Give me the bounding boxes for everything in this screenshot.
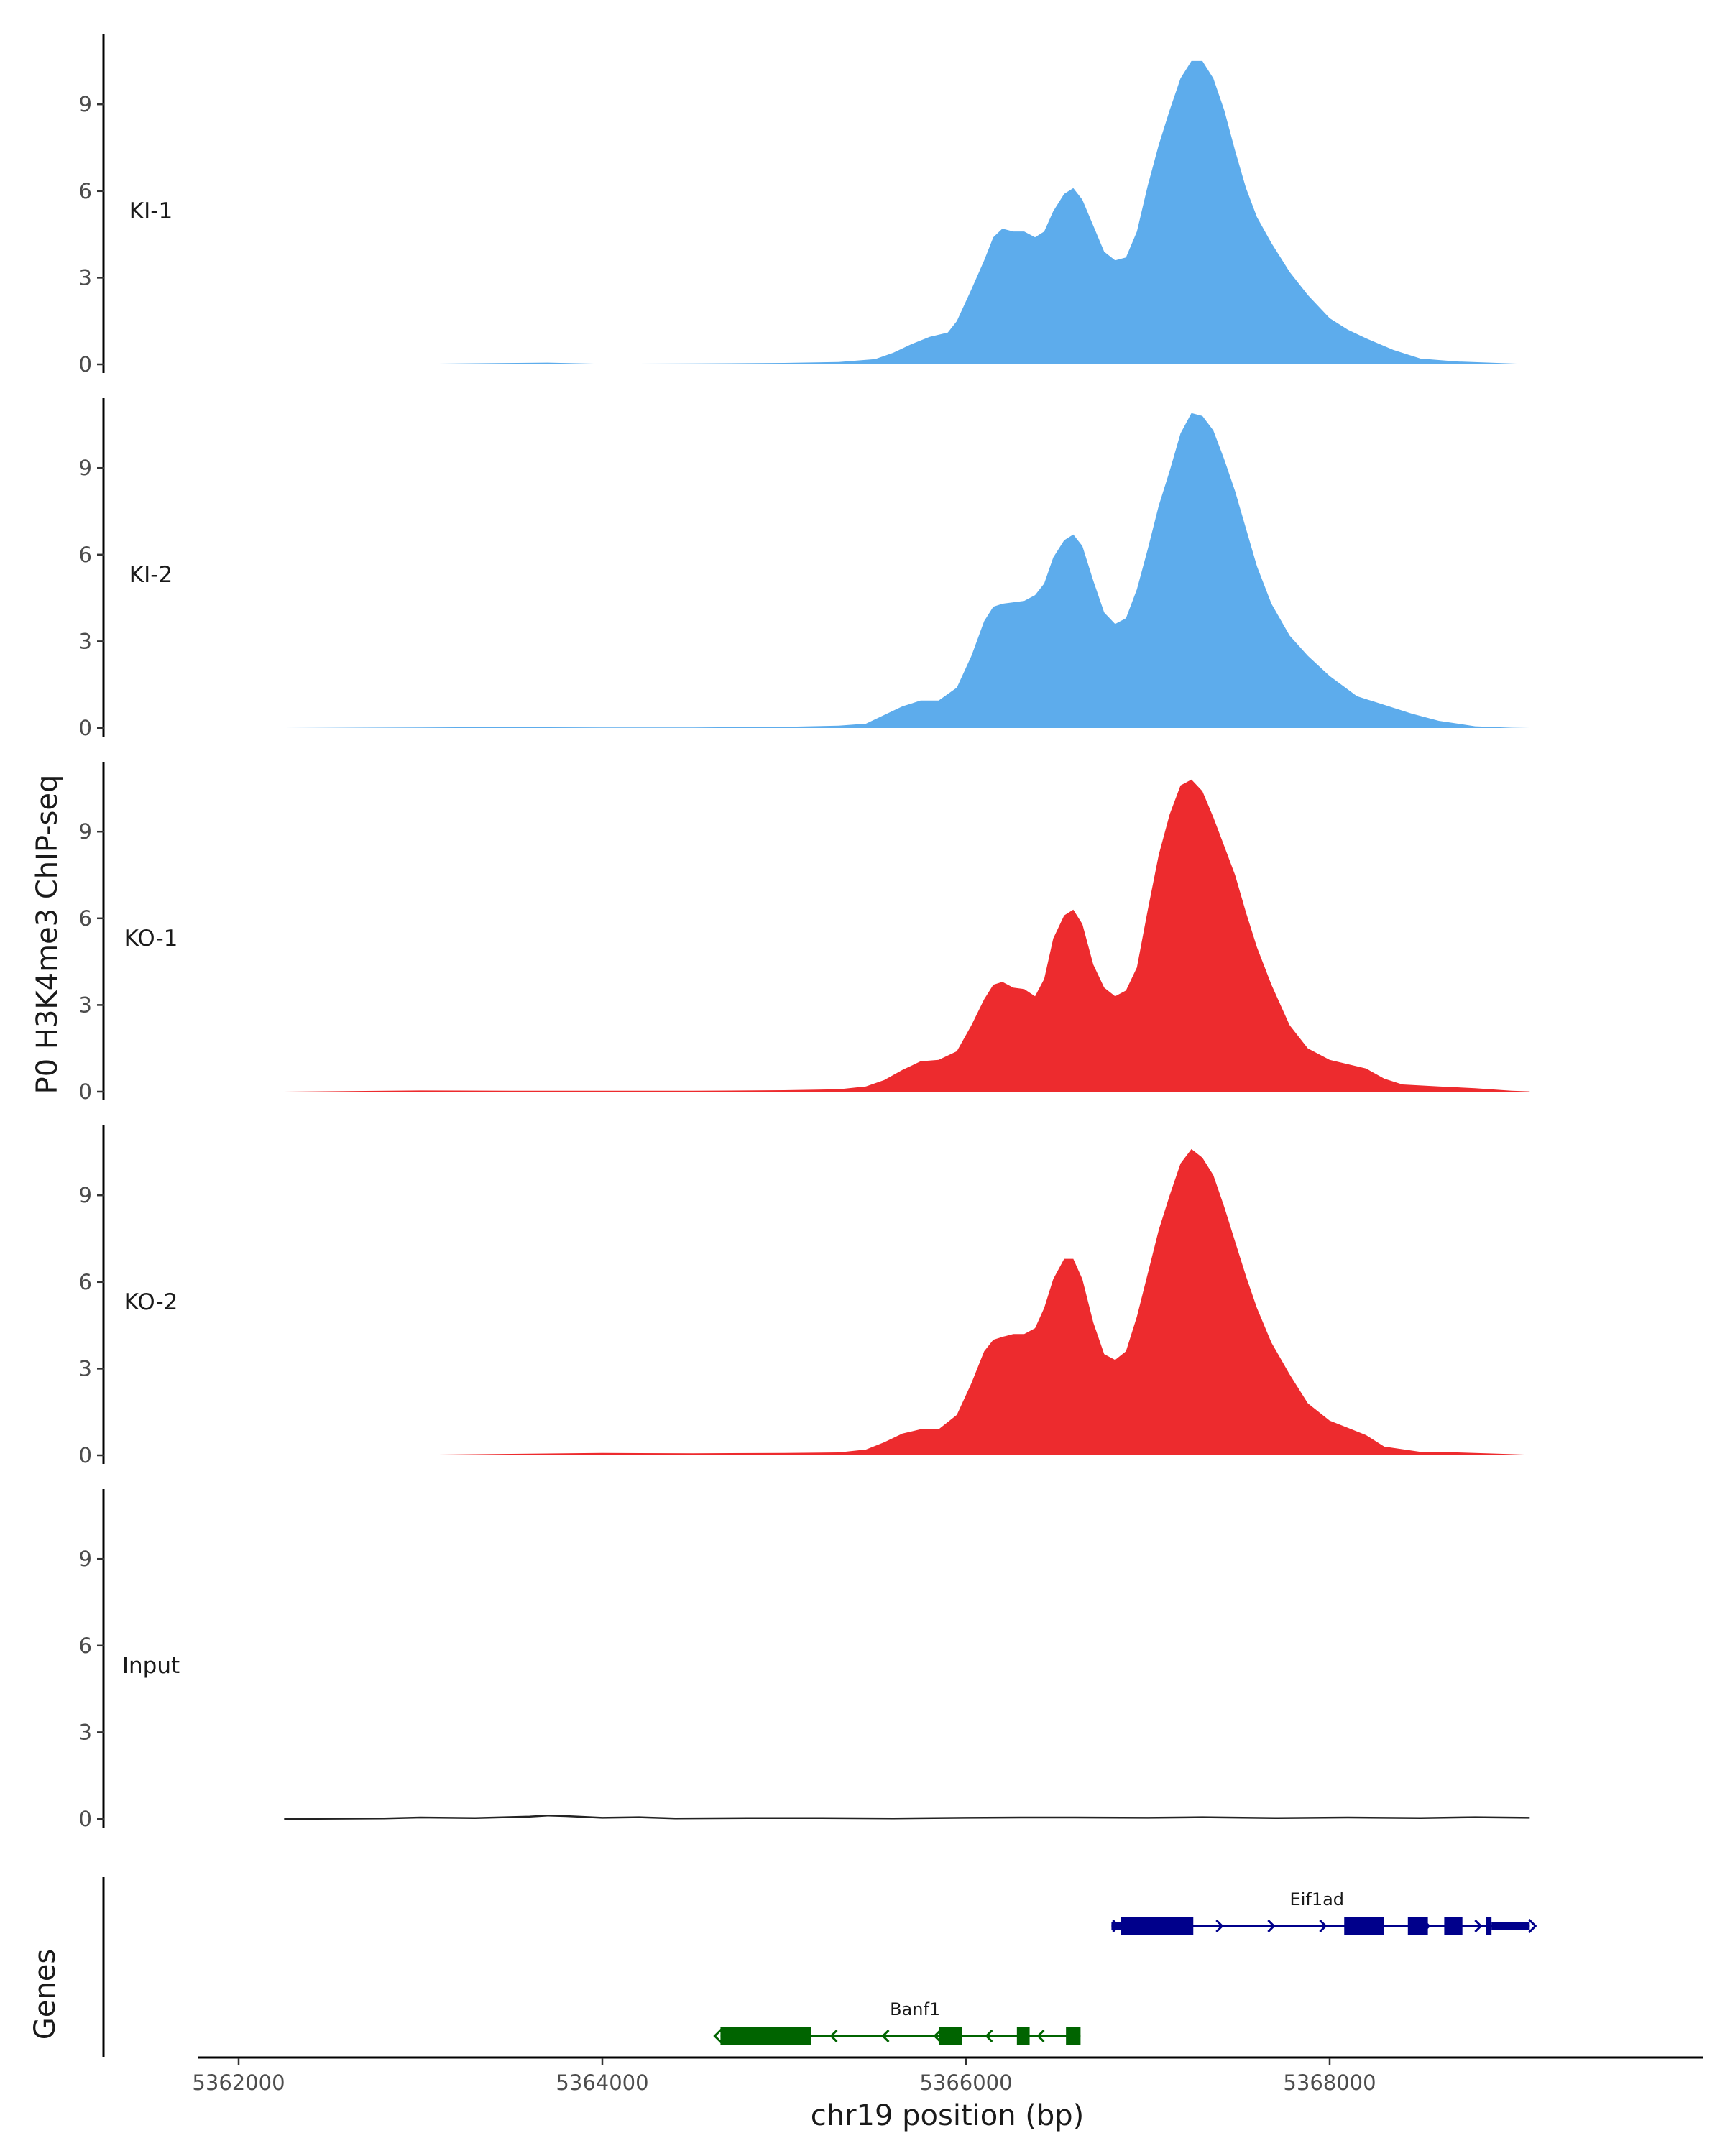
strand-arrow: [1319, 1919, 1328, 1933]
strand-arrow: [778, 2029, 786, 2043]
x-axis: 5362000 5364000 5366000 5368000: [192, 2056, 1703, 2095]
x-tick-label: 5368000: [1283, 2070, 1376, 2095]
y-tick-label: 9: [79, 819, 92, 844]
y-tick-label: 0: [79, 1807, 92, 1831]
coverage-area-ko-2: [284, 1148, 1530, 1455]
y-tick-label: 0: [79, 1079, 92, 1104]
track-panel-ko-2: 0 3 6 9 KO-2: [79, 1125, 1530, 1468]
y-tick-label: 6: [79, 543, 92, 567]
track-panel-input: 0 3 6 9 Input: [79, 1489, 1530, 1831]
y-tick-label: 9: [79, 1547, 92, 1571]
track-label-ki-1: KI-1: [129, 198, 172, 224]
track-label-input: Input: [122, 1653, 180, 1679]
y-tick-label: 0: [79, 1443, 92, 1468]
gene-track: Eif1ad Banf1: [102, 1877, 1537, 2057]
gene-exon: [939, 2027, 962, 2045]
strand-arrow: [881, 2029, 890, 2043]
track-label-ko-2: KO-2: [124, 1289, 178, 1315]
coverage-area-ko-1: [284, 779, 1530, 1092]
track-panel-ki-1: 0 3 6 9 KI-1: [79, 34, 1530, 377]
gene-exon: [720, 2027, 811, 2045]
strand-arrow: [1474, 1919, 1483, 1933]
strand-arrow: [1422, 1919, 1431, 1933]
y-tick-label: 6: [79, 1270, 92, 1294]
y-tick-label: 3: [79, 265, 92, 290]
y-tick-label: 9: [79, 1183, 92, 1207]
y-tick-label: 0: [79, 352, 92, 377]
gene-banf1: Banf1: [713, 1999, 1081, 2045]
track-panel-ko-1: 0 3 6 9 KO-1: [79, 762, 1530, 1104]
strand-arrow: [1267, 1919, 1276, 1933]
strand-arrow: [726, 2029, 735, 2043]
strand-arrow: [713, 2028, 722, 2044]
coverage-area-ki-2: [284, 413, 1530, 728]
y-tick-label: 9: [79, 92, 92, 116]
strand-arrow: [1371, 1919, 1379, 1933]
track-label-ko-1: KO-1: [124, 926, 178, 952]
gene-exon: [1016, 2027, 1030, 2045]
gene-track-title: Genes: [29, 1949, 62, 2040]
y-tick-label: 3: [79, 1356, 92, 1381]
y-tick-label: 6: [79, 1634, 92, 1658]
strand-arrow: [1112, 1919, 1121, 1933]
x-tick-label: 5366000: [919, 2070, 1012, 2095]
gene-eif1ad: Eif1ad: [1111, 1889, 1537, 1935]
gene-exon: [1111, 1922, 1121, 1930]
gene-exon: [1407, 1917, 1428, 1935]
y-tick-label: 3: [79, 629, 92, 653]
gene-exon: [1444, 1917, 1463, 1935]
y-tick-label: 3: [79, 1720, 92, 1744]
gene-exon: [1491, 1922, 1530, 1930]
gene-label-eif1ad: Eif1ad: [1290, 1889, 1345, 1909]
strand-arrow: [1528, 1918, 1537, 1934]
y-tick-label: 6: [79, 179, 92, 203]
y-tick-label: 3: [79, 992, 92, 1017]
y-tick-label: 0: [79, 716, 92, 740]
coverage-line-input: [284, 1814, 1530, 1820]
x-tick-label: 5364000: [556, 2070, 648, 2095]
y-tick-label: 9: [79, 456, 92, 480]
strand-arrow: [1215, 1919, 1224, 1933]
strand-arrow: [933, 2029, 942, 2043]
y-axis-title: P0 H3K4me3 ChIP-seq: [31, 775, 64, 1095]
strand-arrow: [1164, 1919, 1172, 1933]
track-label-ki-2: KI-2: [129, 562, 172, 588]
gene-label-banf1: Banf1: [890, 1999, 940, 2019]
y-tick-label: 6: [79, 906, 92, 931]
track-panel-ki-2: 0 3 6 9 KI-2: [79, 398, 1530, 740]
coverage-tracks: 0 3 6 9 KI-1 0 3 6 9 KI-2 0 3 6 9 KO-1 0 3 6 9 KO-2 0 3 6 9 Inpu…: [79, 34, 1530, 1831]
gene-exon: [1121, 1917, 1194, 1935]
gene-exon: [1486, 1917, 1492, 1935]
gene-exon: [1066, 2027, 1081, 2045]
x-tick-label: 5362000: [192, 2070, 285, 2095]
strand-arrow: [829, 2029, 838, 2043]
strand-arrow: [985, 2029, 993, 2043]
coverage-area-ki-1: [284, 60, 1530, 365]
strand-arrow: [1036, 2029, 1045, 2043]
x-axis-title: chr19 position (bp): [811, 2099, 1085, 2132]
